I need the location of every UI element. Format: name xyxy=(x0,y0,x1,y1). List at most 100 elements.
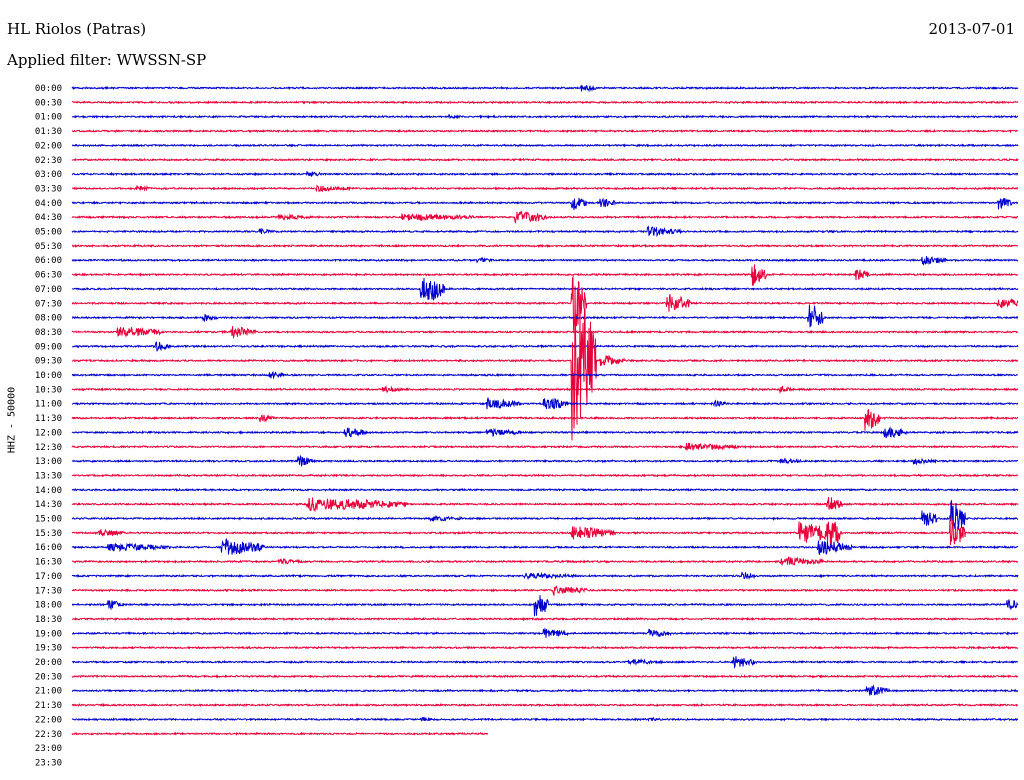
trace-row-15:00 xyxy=(71,499,1019,530)
trace-row-03:30 xyxy=(71,184,1019,193)
row-label: 01:30 xyxy=(35,127,62,137)
trace-row-19:00 xyxy=(71,627,1019,638)
row-label: 16:30 xyxy=(35,558,62,568)
trace-row-20:00 xyxy=(72,656,1019,670)
row-label: 05:30 xyxy=(35,242,62,252)
date-label: 2013-07-01 xyxy=(928,20,1015,38)
row-label: 13:00 xyxy=(35,457,62,467)
row-label: 14:00 xyxy=(35,486,62,496)
row-labels: 00:00 00:30 01:00 01:30 02:00 02:30 03:00 03:30… xyxy=(35,84,62,768)
row-label: 04:00 xyxy=(35,199,62,209)
trace-row-11:00 xyxy=(71,396,1019,410)
row-label: 15:00 xyxy=(35,515,62,525)
row-label: 02:00 xyxy=(35,141,62,151)
row-label: 20:00 xyxy=(35,658,62,668)
trace-row-09:00 xyxy=(72,341,1019,352)
trace-row-01:00 xyxy=(71,113,1019,120)
row-label: 16:00 xyxy=(35,543,62,553)
row-label: 18:30 xyxy=(35,615,62,625)
row-label: 08:30 xyxy=(35,328,62,338)
trace-row-12:30 xyxy=(71,442,1019,451)
trace-row-13:30 xyxy=(71,473,1019,478)
row-label: 14:30 xyxy=(35,500,62,510)
trace-row-01:30 xyxy=(71,128,1019,134)
trace-row-06:00 xyxy=(71,256,1019,266)
trace-row-21:30 xyxy=(71,702,1019,708)
row-label: 13:30 xyxy=(35,471,62,481)
trace-row-08:30 xyxy=(71,326,1019,340)
filter-label: Applied filter: WWSSN-SP xyxy=(7,51,207,69)
trace-row-21:00 xyxy=(71,684,1019,697)
row-label: 18:00 xyxy=(35,601,62,611)
row-label: 12:00 xyxy=(35,428,62,438)
row-label: 11:00 xyxy=(35,400,62,410)
row-label: 23:00 xyxy=(35,744,62,754)
row-label: 07:00 xyxy=(35,285,62,295)
row-label: 07:30 xyxy=(35,299,62,309)
row-label: 10:00 xyxy=(35,371,62,381)
trace-row-07:00 xyxy=(71,277,1019,301)
row-label: 12:30 xyxy=(35,443,62,453)
row-label: 11:30 xyxy=(35,414,62,424)
row-label: 21:00 xyxy=(35,687,62,697)
trace-row-10:30 xyxy=(71,384,1019,395)
trace-row-18:30 xyxy=(71,616,1019,622)
row-label: 23:30 xyxy=(35,758,62,768)
row-label: 02:30 xyxy=(35,156,62,166)
seismogram-traces xyxy=(71,84,1019,736)
row-label: 21:30 xyxy=(35,701,62,711)
row-label: 06:30 xyxy=(35,271,62,281)
row-label: 04:30 xyxy=(35,213,62,223)
trace-row-04:00 xyxy=(71,197,1019,211)
row-label: 22:00 xyxy=(35,715,62,725)
row-label: 00:00 xyxy=(35,84,62,94)
trace-row-11:30 xyxy=(71,409,1019,431)
row-label: 17:00 xyxy=(35,572,62,582)
trace-row-20:30 xyxy=(71,674,1019,679)
trace-row-06:30 xyxy=(71,264,1019,286)
trace-row-08:00 xyxy=(71,304,1019,328)
row-label: 09:30 xyxy=(35,357,62,367)
row-label: 06:00 xyxy=(35,256,62,266)
trace-row-14:30 xyxy=(71,497,1019,513)
row-label: 19:30 xyxy=(35,644,62,654)
trace-row-17:30 xyxy=(71,585,1019,596)
trace-row-19:30 xyxy=(71,645,1019,651)
row-label: 15:30 xyxy=(35,529,62,539)
trace-row-22:00 xyxy=(71,716,1019,723)
row-label: 10:30 xyxy=(35,385,62,395)
row-label: 03:00 xyxy=(35,170,62,180)
trace-row-02:00 xyxy=(71,143,1019,148)
station-title: HL Riolos (Patras) xyxy=(7,20,147,38)
trace-row-16:30 xyxy=(71,556,1019,566)
trace-row-17:00 xyxy=(71,571,1019,581)
row-label: 19:00 xyxy=(35,629,62,639)
trace-row-04:30 xyxy=(71,210,1018,224)
trace-row-05:00 xyxy=(71,225,1019,238)
trace-row-05:30 xyxy=(72,243,1018,249)
row-label: 01:00 xyxy=(35,113,62,123)
trace-row-15:30 xyxy=(71,517,1019,548)
trace-row-03:00 xyxy=(71,170,1019,177)
row-label: 08:00 xyxy=(35,314,62,324)
trace-row-18:00 xyxy=(72,595,1019,617)
trace-row-00:30 xyxy=(71,100,1019,105)
trace-row-16:00 xyxy=(71,538,1019,555)
trace-row-07:30 xyxy=(71,275,1019,331)
trace-row-14:00 xyxy=(71,487,1019,493)
trace-row-22:30 xyxy=(71,731,489,736)
trace-row-13:00 xyxy=(71,454,1019,468)
row-label: 03:30 xyxy=(35,184,62,194)
row-label: 20:30 xyxy=(35,672,62,682)
row-label: 22:30 xyxy=(35,730,62,740)
row-label: 09:00 xyxy=(35,342,62,352)
trace-row-10:00 xyxy=(71,370,1019,380)
row-label: 05:00 xyxy=(35,228,62,238)
trace-row-12:00 xyxy=(71,426,1019,439)
trace-row-00:00 xyxy=(71,84,1019,93)
row-label: 00:30 xyxy=(35,98,62,108)
trace-row-09:30 xyxy=(71,286,1019,441)
row-label: 17:30 xyxy=(35,586,62,596)
trace-row-02:30 xyxy=(71,157,1019,162)
